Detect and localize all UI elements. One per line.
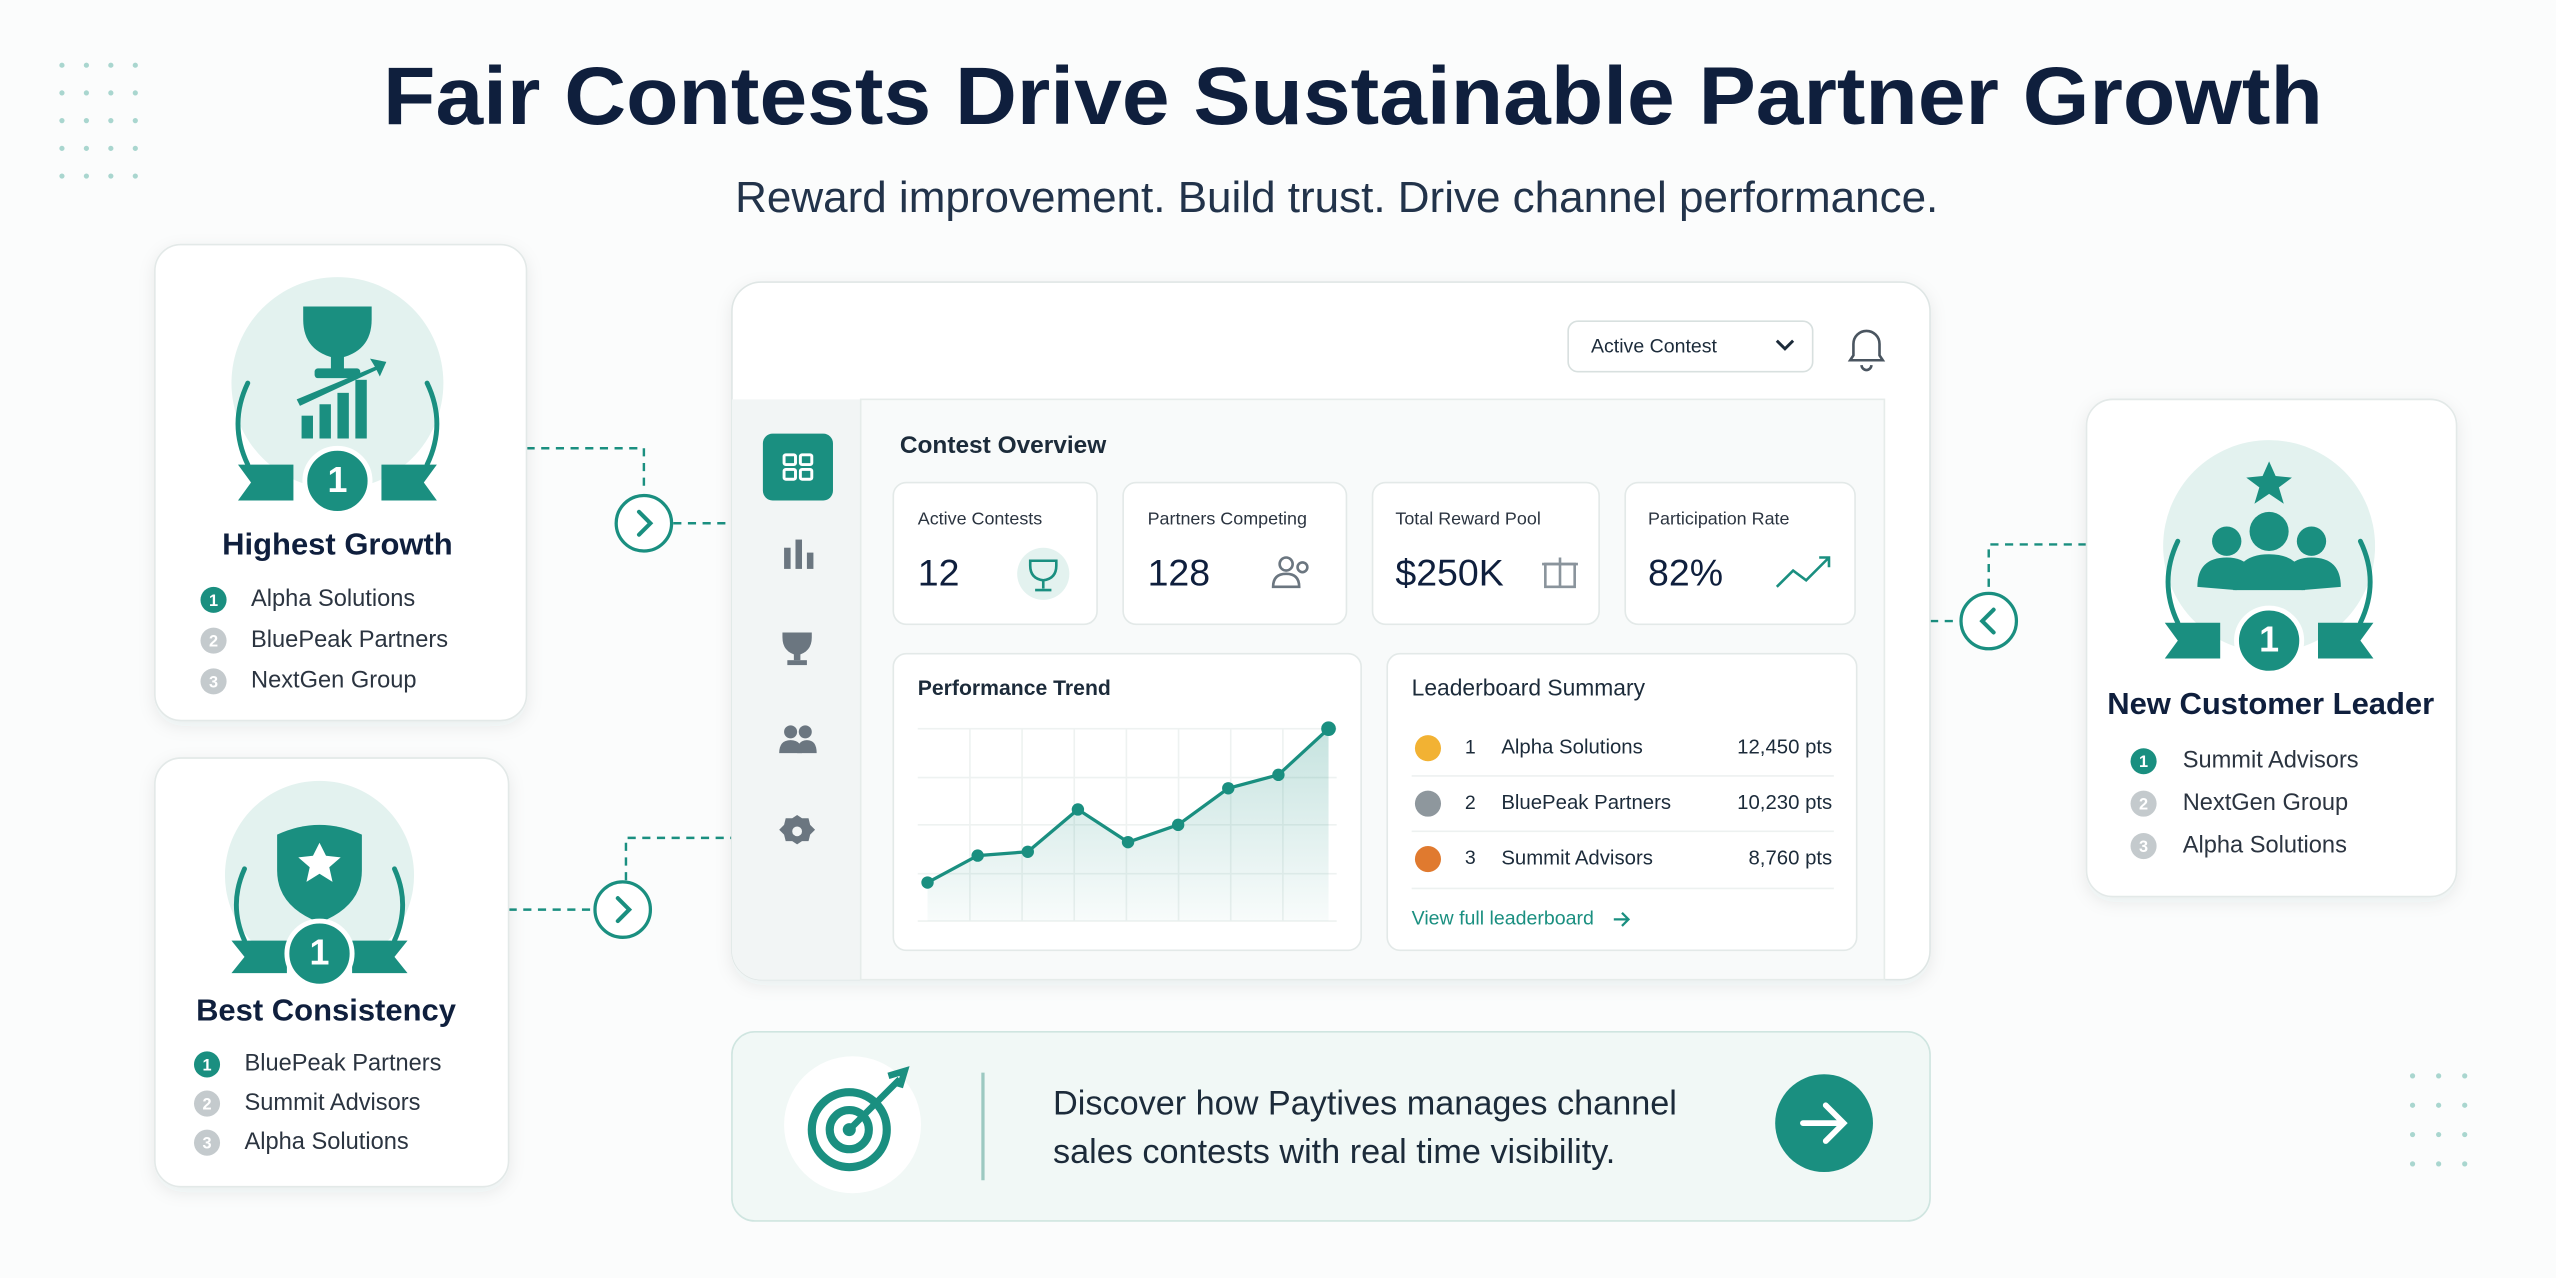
rank-badge <box>200 586 227 613</box>
nav-active[interactable] <box>762 433 833 501</box>
stat-label: Partners Competing <box>1148 509 1307 529</box>
medal-rank: 1 <box>310 933 330 973</box>
award-title: Highest Growth <box>222 526 453 561</box>
trend-point <box>1071 803 1085 816</box>
partner-name: Alpha Solutions <box>245 1129 409 1155</box>
partner-name: NextGen Group <box>2183 790 2348 816</box>
points: 12,450 pts <box>1737 737 1832 759</box>
rank-medal <box>1414 846 1442 873</box>
rank-badge <box>193 1051 221 1078</box>
partner-name: Summit Advisors <box>1501 847 1653 869</box>
partner-name: BluePeak Partners <box>245 1051 442 1077</box>
rank-number: 1 <box>209 592 218 610</box>
nav-icons[interactable] <box>779 539 817 845</box>
stat-value: 12 <box>918 551 960 593</box>
points: 8,760 pts <box>1748 847 1832 869</box>
dot-grid <box>59 62 2468 1167</box>
connector-buttons <box>593 493 2019 939</box>
leaderboard-link[interactable]: View full leaderboard <box>1412 908 1594 930</box>
stat-value: $250K <box>1395 551 1503 593</box>
rank-number: 2 <box>1465 792 1476 814</box>
rank-number: 1 <box>202 1056 211 1074</box>
trend-point <box>1121 835 1135 849</box>
partner-name: Summit Advisors <box>245 1090 421 1116</box>
rank-badge <box>200 668 227 695</box>
leaderboard-title: Leaderboard Summary <box>1412 675 1646 701</box>
cta-text: Discover how Paytives manages channel <box>1053 1084 1677 1122</box>
partner-name: BluePeak Partners <box>251 627 448 653</box>
medal-rank: 1 <box>2259 620 2279 660</box>
medal-rank: 1 <box>327 460 347 500</box>
subtitle: Reward improvement. Build trust. Drive c… <box>735 173 1938 222</box>
partner-name: Alpha Solutions <box>1501 737 1642 759</box>
stat-value: 82% <box>1648 551 1723 593</box>
chart-title: Performance Trend <box>918 677 1111 700</box>
cta-arrow <box>1800 1102 1848 1144</box>
rank-badge <box>200 627 227 654</box>
cta-panel <box>731 1031 1931 1222</box>
stat-icon-bg <box>1017 547 1070 600</box>
rank-number: 2 <box>2139 796 2148 814</box>
rank-badge <box>193 1129 221 1156</box>
award-title: New Customer Leader <box>2107 686 2434 721</box>
rank-badge <box>2130 832 2157 860</box>
partner-name: Alpha Solutions <box>251 586 415 612</box>
award-title: Best Consistency <box>196 992 457 1027</box>
rank-number: 3 <box>209 673 218 691</box>
rank-medal <box>1414 735 1442 762</box>
points: 10,230 pts <box>1737 792 1832 814</box>
dropdown-label: Active Contest <box>1591 335 1718 357</box>
rank-number: 1 <box>1465 736 1476 758</box>
rank-medal <box>1414 790 1442 817</box>
medallions <box>224 277 2376 989</box>
stat-icons <box>1028 556 1831 592</box>
trend-point <box>1272 768 1285 782</box>
chevrons <box>615 509 1996 924</box>
dropdown-chevron <box>1775 339 1795 351</box>
stat-label: Participation Rate <box>1648 509 1789 529</box>
trend-point <box>1222 782 1235 795</box>
rank-number: 3 <box>2139 838 2148 856</box>
trend-area <box>927 728 1329 922</box>
rank-number: 2 <box>209 633 218 651</box>
trend-point <box>921 876 934 889</box>
nav-grid-icon <box>782 453 814 481</box>
stat-value: 128 <box>1148 551 1211 593</box>
leaderboard-dividers <box>1411 775 1834 890</box>
rank-badge <box>193 1090 221 1117</box>
trend-point <box>1321 721 1336 736</box>
trend-point <box>971 849 984 862</box>
rank-number: 1 <box>2139 753 2148 771</box>
title: Fair Contests Drive Sustainable Partner … <box>383 51 2323 142</box>
target-icon <box>807 1088 891 1172</box>
bell-icon[interactable] <box>1847 329 1886 372</box>
trend-point <box>1021 845 1034 858</box>
partner-name: Summit Advisors <box>2183 747 2359 773</box>
rank-number: 3 <box>1465 847 1476 869</box>
stat-label: Total Reward Pool <box>1395 509 1540 529</box>
dropdown[interactable] <box>1567 320 1814 373</box>
connectors <box>508 447 2087 911</box>
rank-badge <box>2130 790 2157 817</box>
rank-number: 3 <box>202 1135 211 1153</box>
cta-text: sales contests with real time visibility… <box>1053 1133 1615 1171</box>
stat-label: Active Contests <box>918 509 1043 529</box>
partner-name: NextGen Group <box>251 668 416 694</box>
link-arrow <box>1613 912 1631 927</box>
sidebar <box>731 399 861 980</box>
trend-point <box>1171 818 1185 832</box>
section-title: Contest Overview <box>900 432 1107 459</box>
rank-badge <box>2130 748 2157 775</box>
partner-name: BluePeak Partners <box>1501 792 1671 814</box>
rank-number: 2 <box>202 1096 211 1114</box>
partner-name: Alpha Solutions <box>2183 832 2347 858</box>
target-arrow <box>846 1066 910 1132</box>
